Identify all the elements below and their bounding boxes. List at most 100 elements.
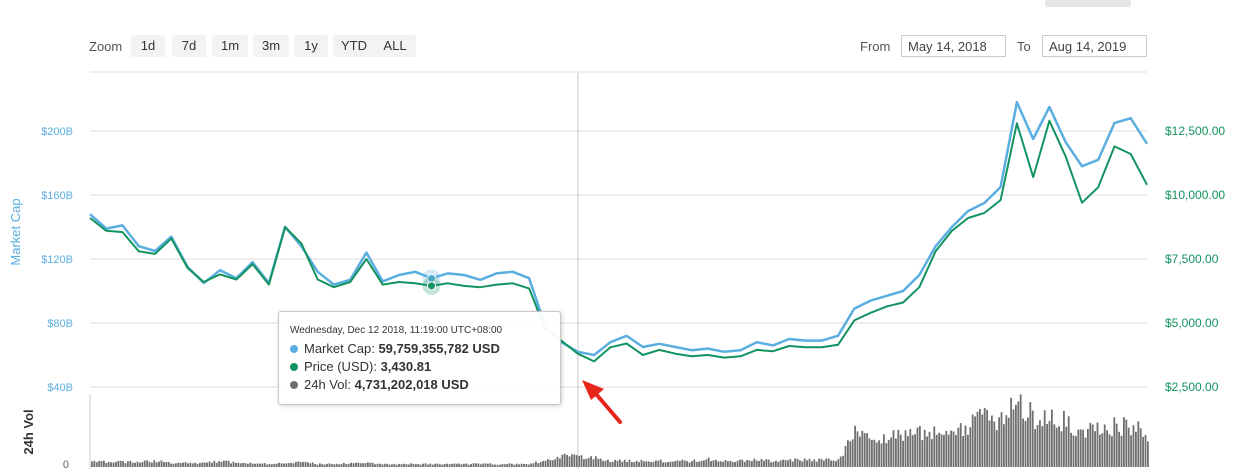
volume-bar: [837, 459, 840, 467]
volume-bar: [1065, 426, 1068, 467]
volume-axis-title: 24h Vol: [21, 409, 36, 454]
volume-bar: [1022, 418, 1024, 467]
volume-bar: [321, 464, 324, 467]
volume-bar: [892, 430, 895, 467]
volume-bar: [230, 463, 232, 467]
right-tick-label: $7,500.00: [1165, 252, 1219, 266]
volume-bar: [189, 462, 192, 467]
volume-bar: [986, 409, 988, 467]
volume-bar: [218, 461, 220, 467]
from-date-input[interactable]: May 14, 2018: [901, 35, 1006, 57]
volume-zero-tick: 0: [63, 459, 69, 469]
volume-bar: [415, 464, 417, 467]
volume-bar: [1084, 437, 1087, 467]
volume-bar: [263, 463, 266, 467]
volume-bar: [633, 462, 636, 467]
tooltip-market-cap-label: Market Cap:: [304, 341, 375, 356]
volume-bar: [1051, 409, 1053, 467]
volume-bar: [235, 463, 237, 467]
volume-bar: [307, 462, 309, 467]
volume-bar: [674, 461, 676, 467]
volume-bar: [748, 460, 751, 467]
volume-bar: [103, 460, 105, 467]
volume-bar: [907, 436, 909, 467]
volume-bar: [681, 459, 684, 467]
to-date-input[interactable]: Aug 14, 2019: [1042, 35, 1147, 57]
volume-bar: [993, 421, 996, 467]
volume-bar: [873, 439, 876, 467]
volume-bar: [1015, 404, 1017, 467]
volume-bar: [496, 464, 499, 467]
volume-bar: [91, 461, 93, 467]
volume-bar: [182, 462, 184, 467]
volume-bar: [350, 462, 352, 467]
volume-bar: [1043, 410, 1046, 467]
volume-bar: [477, 463, 480, 467]
tooltip-market-cap-row: Market Cap: 59,759,355,782 USD: [290, 341, 500, 356]
zoom-1d-button[interactable]: 1d: [131, 35, 165, 57]
zoom-all-button[interactable]: ALL: [374, 35, 416, 57]
volume-bar: [585, 458, 588, 467]
annotation-arrow-shaft: [594, 392, 622, 424]
zoom-ytd-button[interactable]: YTD: [333, 35, 375, 57]
volume-bar: [211, 462, 213, 467]
volume-bar: [1106, 430, 1108, 467]
annotation-arrow-head: [582, 380, 604, 400]
volume-bar: [220, 461, 223, 467]
volume-bar: [743, 461, 746, 467]
volume-bar: [595, 456, 597, 467]
volume-bar: [969, 427, 972, 467]
volume-bar: [511, 463, 513, 467]
volume-bar: [724, 460, 727, 467]
zoom-7d-button[interactable]: 7d: [172, 35, 206, 57]
volume-bar: [827, 458, 830, 467]
volume-bar: [1048, 420, 1051, 467]
volume-bar: [597, 458, 600, 467]
volume-bar: [1123, 417, 1125, 467]
volume-bar: [813, 459, 816, 467]
volume-bar: [323, 464, 326, 467]
zoom-1m-button[interactable]: 1m: [212, 35, 248, 57]
volume-bar: [712, 460, 715, 467]
volume-bar: [753, 458, 756, 467]
volume-bar: [472, 463, 475, 467]
volume-bar: [439, 464, 441, 467]
volume-bar: [302, 462, 304, 467]
volume-bar: [283, 463, 285, 467]
volume-bar: [1118, 431, 1120, 467]
volume-bar: [151, 462, 153, 467]
volume-bar: [424, 463, 427, 467]
volume-bar: [175, 463, 177, 467]
volume-bar: [1082, 429, 1084, 467]
volume-bar: [883, 434, 885, 467]
volume-bar: [172, 463, 175, 467]
volume-bar: [866, 433, 868, 467]
zoom-3m-button[interactable]: 3m: [253, 35, 289, 57]
volume-bar: [1075, 436, 1077, 467]
volume-bar: [916, 427, 919, 467]
volume-bar: [921, 440, 924, 467]
volume-bar: [698, 461, 700, 467]
volume-bar: [1063, 410, 1065, 467]
volume-bar: [352, 463, 355, 467]
volume-bar: [1010, 397, 1012, 467]
volume-bar: [863, 433, 866, 467]
left-tick-label: $120B: [41, 254, 73, 266]
toolbar-button-partial[interactable]: [1045, 0, 1131, 7]
volume-bar: [688, 462, 691, 467]
tooltip-price-value: 3,430.81: [380, 359, 432, 374]
zoom-1y-button[interactable]: 1y: [294, 35, 328, 57]
tooltip-price-row: Price (USD): 3,430.81: [290, 359, 431, 374]
volume-bar: [448, 464, 451, 467]
volume-bar: [381, 464, 384, 467]
volume-bar: [890, 437, 892, 467]
volume-bar: [991, 415, 993, 467]
volume-bar: [256, 463, 259, 467]
volume-bar: [311, 462, 314, 467]
left-tick-label: $40B: [47, 382, 73, 394]
volume-bar: [767, 459, 770, 467]
volume-bar: [571, 454, 573, 467]
volume-bar: [100, 461, 103, 467]
volume-bar: [405, 464, 408, 467]
